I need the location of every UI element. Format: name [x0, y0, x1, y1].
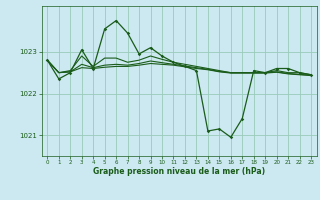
X-axis label: Graphe pression niveau de la mer (hPa): Graphe pression niveau de la mer (hPa) [93, 167, 265, 176]
